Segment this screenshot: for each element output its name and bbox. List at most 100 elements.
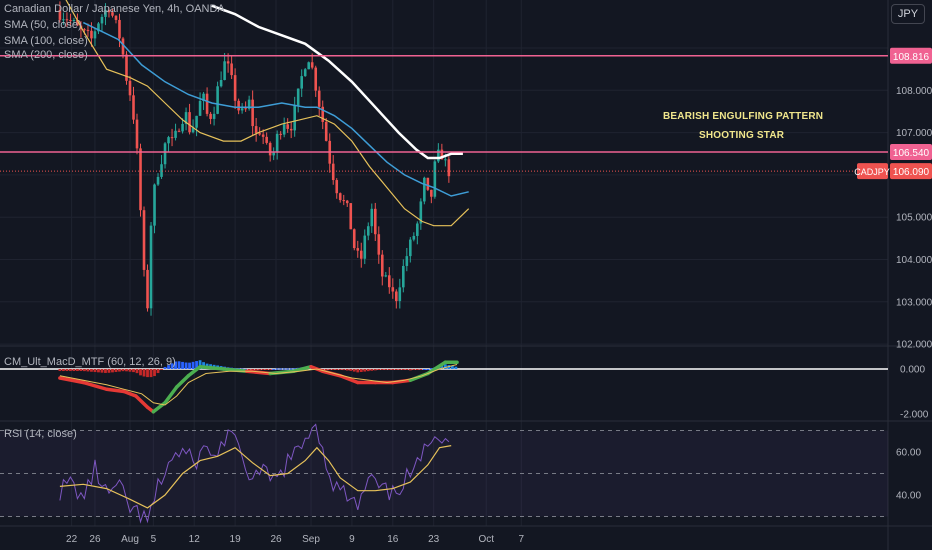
price-tick-label: 107.000: [896, 128, 932, 139]
sma100-legend: SMA (100, close): [4, 35, 88, 47]
macd-histogram-bar: [156, 369, 160, 374]
price-tick-label: 105.000: [896, 213, 932, 224]
macd-line: [198, 365, 226, 371]
macd-histogram-bar: [170, 363, 174, 369]
time-tick-label: Sep: [302, 534, 320, 545]
candle-body: [191, 127, 195, 133]
sma200-legend: SMA (200, close): [4, 49, 88, 61]
candle-body: [440, 149, 444, 160]
candle-body: [223, 61, 226, 80]
candle-body: [93, 31, 97, 39]
macd-pane: [0, 360, 888, 414]
macd-histogram-bar: [450, 365, 454, 369]
candle-body: [125, 54, 128, 81]
macd-histogram-bar: [363, 369, 367, 372]
candle-body: [107, 9, 111, 13]
macd-histogram-bar: [412, 369, 416, 370]
candle-body: [219, 79, 223, 87]
candle-body: [258, 133, 261, 135]
candle-body: [135, 119, 139, 149]
sma100-line: [82, 21, 469, 197]
candle-body: [359, 250, 363, 259]
macd-histogram-bar: [275, 368, 279, 370]
macd-tick-label: -2.000: [900, 410, 929, 421]
candle-body: [352, 229, 356, 249]
macd-histogram-bar: [282, 368, 286, 370]
macd-histogram-bar: [188, 362, 191, 369]
macd-histogram-bar: [125, 369, 128, 372]
candle-body: [384, 275, 388, 277]
macd-histogram-bar: [324, 369, 328, 370]
macd-histogram-bar: [254, 369, 258, 370]
candle-body: [387, 275, 391, 288]
candle-body: [62, 19, 65, 21]
candle-body: [275, 133, 279, 153]
macd-histogram-bar: [198, 360, 202, 369]
macd-histogram-bar: [366, 369, 370, 372]
candle-body: [167, 137, 170, 144]
candle-body: [338, 193, 342, 201]
macd-histogram-bar: [405, 369, 409, 370]
candle-body: [181, 123, 184, 132]
time-tick-label: 26: [270, 534, 282, 545]
candle-body: [184, 112, 188, 124]
candle-body: [65, 19, 69, 21]
candle-body: [331, 163, 335, 181]
macd-histogram-bar: [349, 369, 353, 371]
level-price-tag: [890, 47, 932, 64]
macd-line: [426, 360, 448, 376]
macd-histogram-bar: [454, 366, 458, 369]
macd-histogram-bar: [139, 369, 142, 376]
level-price-label: 108.816: [893, 52, 930, 63]
candle-body: [142, 210, 146, 270]
candle-body: [430, 189, 433, 197]
currency-button[interactable]: JPY: [891, 4, 925, 24]
candle-body: [303, 69, 307, 77]
macd-histogram-bar: [100, 369, 104, 373]
candle-body: [100, 16, 104, 24]
macd-histogram-bar: [118, 369, 121, 372]
candle-body: [437, 149, 440, 162]
macd-line: [391, 378, 413, 385]
macd-histogram-bar: [174, 361, 177, 369]
candle-body: [212, 113, 216, 119]
macd-line: [58, 376, 86, 385]
level-price-label: 106.540: [893, 148, 930, 159]
candle-body: [349, 203, 353, 230]
candle-body: [402, 265, 405, 288]
candle-body: [58, 9, 62, 20]
level-price-tag: [890, 144, 932, 161]
macd-histogram-bar: [387, 369, 391, 370]
chart-title: Canadian Dollar / Japanese Yen, 4h, OAND…: [4, 3, 225, 15]
time-tick-label: 7: [518, 534, 524, 545]
macd-histogram-bar: [111, 369, 114, 373]
candle-body: [444, 159, 447, 161]
candle-body: [97, 23, 100, 32]
candle-body: [139, 148, 142, 211]
candle-body: [268, 142, 272, 156]
candle-body: [76, 20, 79, 26]
macd-histogram-bar: [76, 369, 79, 372]
last-price-tag: [890, 163, 932, 180]
time-tick-label: 26: [89, 534, 101, 545]
macd-histogram-bar: [65, 369, 69, 372]
candle-body: [416, 223, 419, 236]
candle-body: [209, 113, 212, 119]
macd-line: [134, 394, 150, 409]
candle-body: [247, 99, 251, 109]
candle-body: [86, 29, 90, 31]
macd-histogram-bar: [146, 369, 149, 378]
time-tick-label: 22: [66, 534, 78, 545]
macd-histogram-bar: [265, 369, 269, 370]
macd-histogram-bar: [258, 369, 262, 370]
candle-body: [177, 130, 181, 132]
macd-line: [104, 387, 126, 394]
candle-body: [202, 93, 205, 101]
macd-histogram-bar: [331, 369, 335, 370]
macd-histogram-bar: [391, 369, 395, 370]
macd-histogram-bar: [247, 369, 251, 370]
macd-histogram-bar: [440, 365, 444, 369]
candle-body: [251, 99, 254, 127]
time-tick-label: 16: [387, 534, 399, 545]
